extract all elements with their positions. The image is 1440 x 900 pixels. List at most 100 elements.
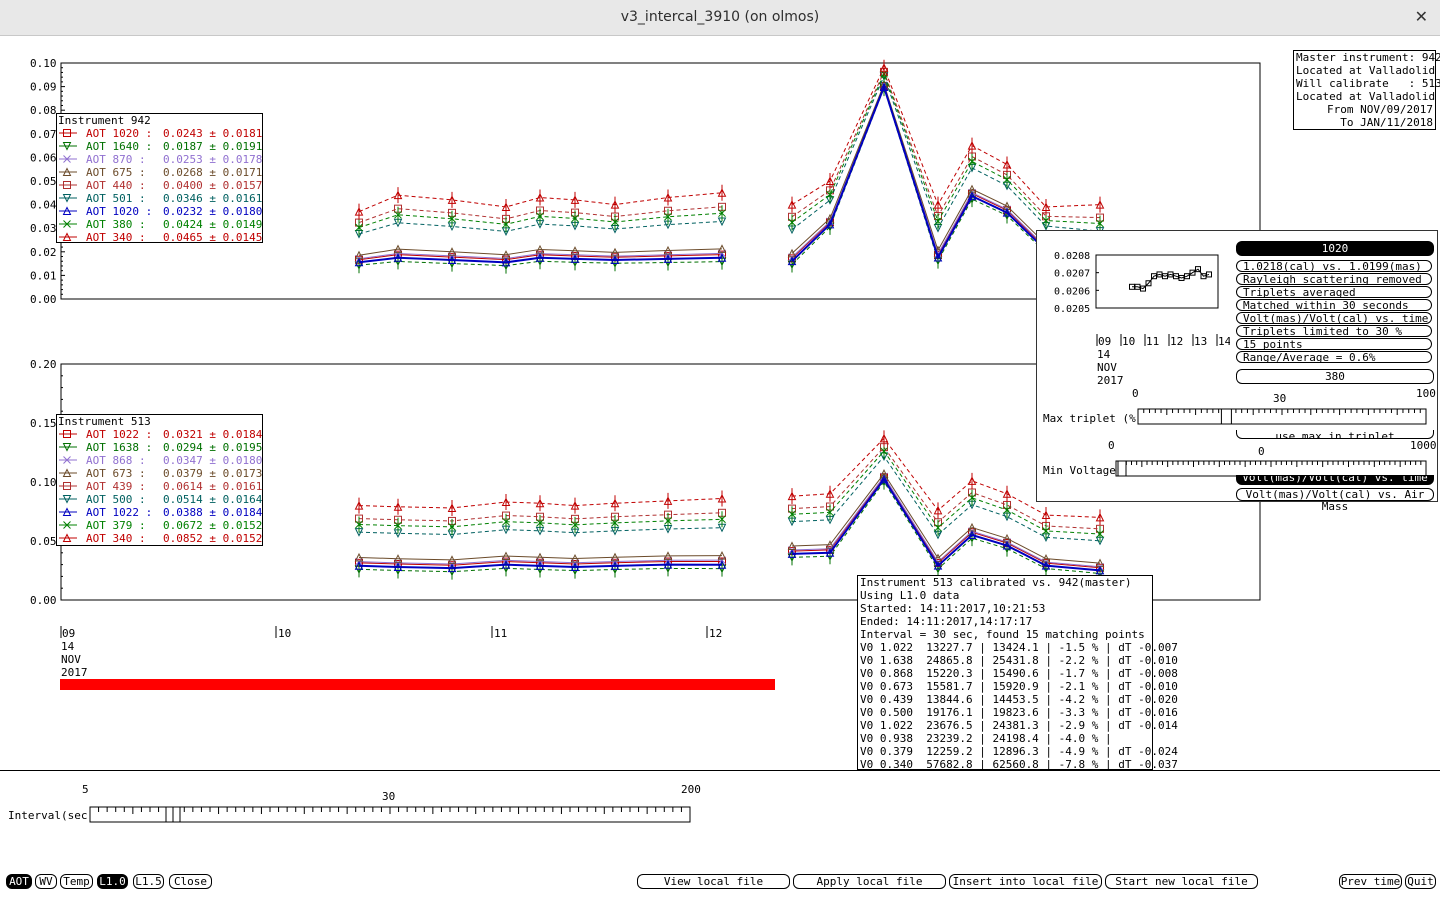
master-line: Located at Valladolid xyxy=(1296,90,1436,103)
series-line xyxy=(791,74,1101,232)
slider-label: Max triplet (%) xyxy=(1043,412,1142,425)
master-line: Master instrument: 942 xyxy=(1296,51,1440,64)
series-line xyxy=(358,512,723,522)
wavelength-380-button[interactable]: 380 xyxy=(1236,369,1434,384)
max-triplet-thumb[interactable] xyxy=(1220,408,1232,425)
scale-label: 200 xyxy=(681,783,701,796)
l10-button[interactable]: L1.0 xyxy=(97,874,128,889)
temp-button[interactable]: Temp xyxy=(60,874,93,889)
legend-label: AOT 870 : xyxy=(86,153,146,166)
data-point xyxy=(354,561,364,570)
series-line xyxy=(791,72,1101,224)
option-triplets-averaged[interactable]: Triplets averaged xyxy=(1236,286,1432,299)
y-tick-label: 0.07 xyxy=(30,128,57,141)
data-point xyxy=(1095,565,1105,575)
data-point xyxy=(447,563,457,573)
data-point xyxy=(1041,560,1051,570)
option-volt-vs-time[interactable]: Volt(mas)/Volt(cal) vs. time xyxy=(1236,312,1432,325)
series-line xyxy=(358,192,723,213)
series-line xyxy=(791,70,1101,219)
series-aot-380-7 xyxy=(355,65,1104,236)
series-line xyxy=(791,477,1101,572)
calib-line: V0 0.340 57682.8 | 62560.8 | -7.8 % | dT… xyxy=(860,758,1178,771)
y-tick-label: 0.05 xyxy=(30,535,57,548)
series-line xyxy=(791,472,1101,564)
data-point xyxy=(787,549,797,558)
data-point xyxy=(393,562,403,571)
wavelength-1020-button[interactable]: 1020 xyxy=(1236,241,1434,256)
option-matched-within[interactable]: Matched within 30 seconds xyxy=(1236,299,1432,312)
y-tick-label: 0.10 xyxy=(30,476,57,489)
series-aot-1022-6 xyxy=(354,474,1105,575)
legend-marker xyxy=(63,521,71,529)
calib-line: V0 1.638 24865.8 | 25431.8 | -2.2 % | dT… xyxy=(860,654,1178,667)
calib-line: V0 0.379 12259.2 | 12896.3 | -4.9 % | dT… xyxy=(860,745,1178,758)
mode-vs-airmass-button[interactable]: Volt(mas)/Volt(cal) vs. Air Mass xyxy=(1236,488,1434,513)
close-icon[interactable]: ✕ xyxy=(1414,7,1428,26)
data-point xyxy=(535,244,545,254)
use-max-in-triplet-button[interactable]: use max in triplet xyxy=(1236,430,1434,439)
mini-y-tick: 0.0208 xyxy=(1054,251,1090,262)
legend-entries: AOT 1022 : 0.0321 ± 0.0184 AOT 1638 : 0.029… xyxy=(59,428,262,545)
mini-plot-frame xyxy=(1095,254,1219,309)
legend-value: 0.0388 ± 0.0184 xyxy=(163,506,262,519)
legend-value: 0.0379 ± 0.0173 xyxy=(163,467,262,480)
mode-vs-time-button[interactable]: Volt(mas)/Volt(cal) vs. time xyxy=(1236,475,1434,485)
view-local-file-button[interactable]: View local file xyxy=(637,874,790,889)
date-day: 14 xyxy=(61,640,75,653)
legend-value: 0.0243 ± 0.0181 xyxy=(163,127,262,140)
legend-marker xyxy=(62,142,72,151)
option-cal-vs-mas[interactable]: 1.0218(cal) vs. 1.0199(mas) xyxy=(1236,260,1432,273)
legend-label: AOT 868 : xyxy=(86,454,146,467)
calib-line: Interval = 30 sec, found 15 matching poi… xyxy=(860,628,1145,641)
calib-line: V0 0.938 23239.2 | 24198.4 | -4.0 % | xyxy=(860,732,1112,745)
legend-label: AOT 1020 : xyxy=(86,205,152,218)
data-point xyxy=(535,253,545,262)
legend-instrument-513: Instrument 513 AOT 1022 : 0.0321 ± 0.0184… xyxy=(56,414,263,546)
legend-value: 0.0187 ± 0.0191 xyxy=(163,140,262,153)
insert-local-file-button[interactable]: Insert into local file xyxy=(949,874,1102,889)
series-line xyxy=(358,248,723,256)
option-rayleigh[interactable]: Rayleigh scattering removed xyxy=(1236,273,1432,286)
legend-instrument-942: Instrument 942 AOT 1020 : 0.0243 ± 0.0181… xyxy=(56,113,263,243)
mini-x-tick: 12 xyxy=(1170,335,1183,348)
quit-button[interactable]: Quit xyxy=(1405,874,1436,889)
series-line xyxy=(791,66,1101,208)
option-points[interactable]: 15 points xyxy=(1236,338,1432,351)
legend-label: AOT 1640 : xyxy=(86,140,152,153)
wv-button[interactable]: WV xyxy=(35,874,57,889)
l15-button[interactable]: L1.5 xyxy=(133,874,164,889)
data-point xyxy=(447,555,457,564)
data-point xyxy=(1002,208,1012,217)
option-range-average[interactable]: Range/Average = 0.6% xyxy=(1236,351,1432,364)
x-tick: 11 xyxy=(494,627,507,640)
series-line xyxy=(791,450,1101,535)
legend-label: AOT 1022 : xyxy=(86,428,152,441)
min-voltage-thumb[interactable] xyxy=(1117,460,1127,477)
legend-title: Instrument 942 xyxy=(58,114,151,127)
data-point xyxy=(393,253,403,262)
scale-label: 0 xyxy=(1108,439,1115,452)
legend-marker xyxy=(62,495,72,504)
aot-button[interactable]: AOT xyxy=(6,874,32,889)
legend-label: AOT 340 : xyxy=(86,231,146,242)
prev-time-button[interactable]: Prev time xyxy=(1339,874,1402,889)
legend-marker xyxy=(63,456,71,464)
data-point xyxy=(393,554,403,563)
y-tick-label: 0.00 xyxy=(30,594,57,607)
data-point xyxy=(933,561,943,570)
calib-line: V0 1.022 13227.7 | 13424.1 | -1.5 % | dT… xyxy=(860,641,1178,654)
calib-line: V0 0.868 15220.3 | 15490.6 | -1.7 % | dT… xyxy=(860,667,1178,680)
data-point xyxy=(393,244,403,254)
series-line xyxy=(791,455,1101,542)
master-line: From NOV/09/2017 xyxy=(1327,103,1433,116)
start-new-local-file-button[interactable]: Start new local file xyxy=(1105,874,1258,889)
legend-title: Instrument 513 xyxy=(58,415,151,428)
mini-date-line: 2017 xyxy=(1097,374,1124,387)
close-button[interactable]: Close xyxy=(169,874,212,889)
mini-date-line: NOV xyxy=(1097,361,1117,374)
option-triplets-limited[interactable]: Triplets limited to 30 % xyxy=(1236,325,1432,338)
apply-local-file-button[interactable]: Apply local file xyxy=(793,874,946,889)
separator xyxy=(0,770,1440,771)
